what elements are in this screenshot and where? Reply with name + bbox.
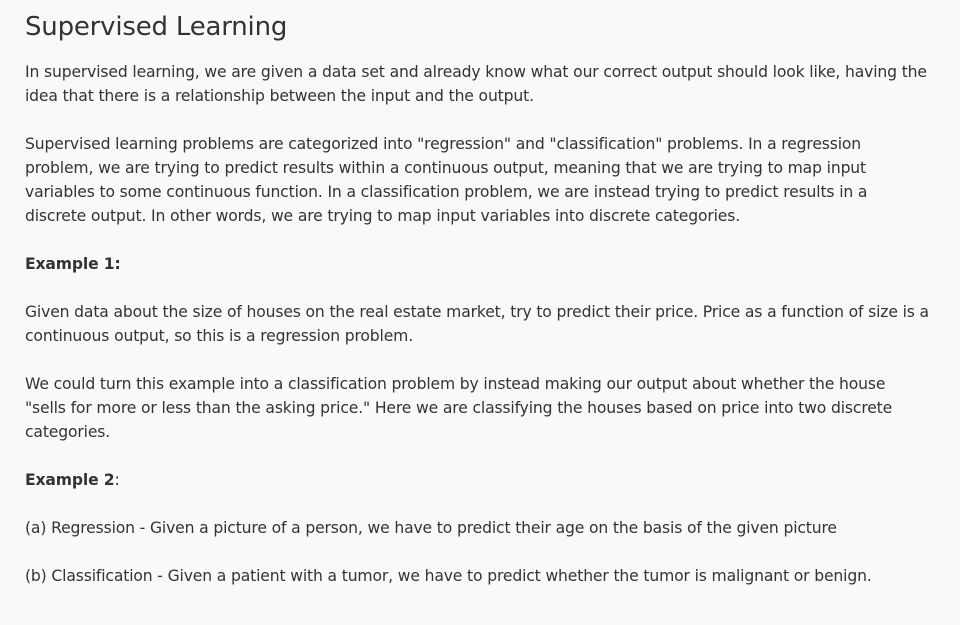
- example-2-item-b: (b) Classification - Given a patient wit…: [25, 567, 872, 585]
- example-2-item-a: (a) Regression - Given a picture of a pe…: [25, 519, 837, 537]
- categories-paragraph: Supervised learning problems are categor…: [25, 135, 868, 225]
- example-2-heading-label: Example 2: [25, 471, 115, 489]
- example-1-regression-paragraph: Given data about the size of houses on t…: [25, 303, 929, 345]
- intro-paragraph: In supervised learning, we are given a d…: [25, 63, 927, 105]
- page-title: Supervised Learning: [25, 12, 288, 42]
- example-2-heading: Example 2:: [25, 468, 930, 492]
- example-2-heading-colon: :: [114, 471, 120, 489]
- example-1-heading: Example 1:: [25, 255, 121, 273]
- article: Supervised Learning In supervised learni…: [25, 12, 930, 585]
- example-1-classification-paragraph: We could turn this example into a classi…: [25, 375, 893, 441]
